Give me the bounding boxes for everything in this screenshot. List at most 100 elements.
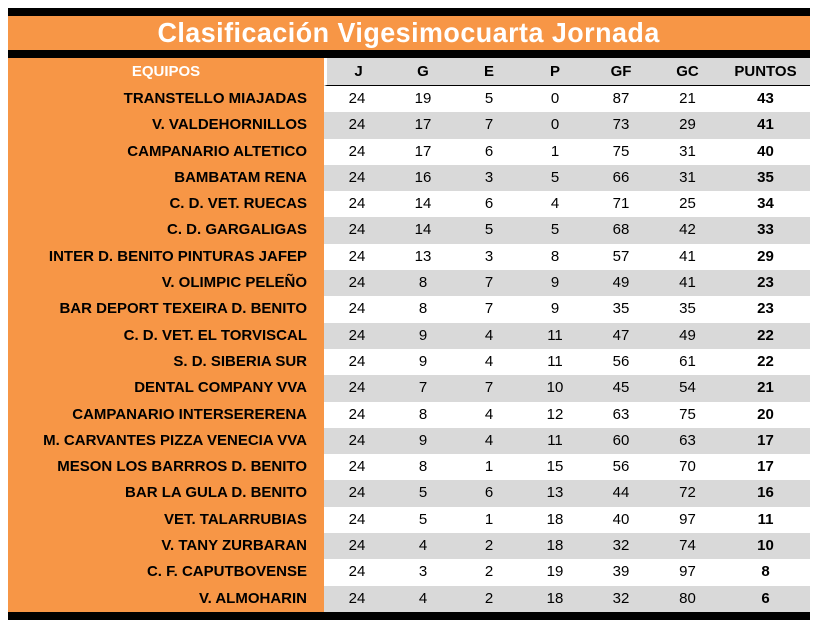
goals-against-cell: 35 [654, 296, 721, 323]
goals-against-cell: 63 [654, 427, 721, 455]
losses-cell: 15 [522, 454, 588, 481]
points-cell: 6 [721, 585, 810, 612]
played-cell: 24 [324, 164, 390, 192]
team-name-cell: BAMBATAM RENA [8, 164, 324, 192]
draws-cell: 7 [456, 112, 522, 139]
table-row: M. CARVANTES PIZZA VENECIA VVA 24 9 4 11… [8, 427, 810, 455]
team-name-cell: C. D. VET. RUECAS [8, 191, 324, 218]
draws-cell: 4 [456, 322, 522, 349]
goals-for-cell: 73 [588, 112, 654, 139]
draws-cell: 2 [456, 533, 522, 560]
played-cell: 24 [324, 533, 390, 560]
wins-cell: 13 [390, 243, 456, 271]
points-cell: 23 [721, 270, 810, 297]
wins-cell: 19 [390, 86, 456, 113]
draws-cell: 1 [456, 506, 522, 534]
table-row: C. D. GARGALIGAS 24 14 5 5 68 42 33 [8, 217, 810, 244]
played-cell: 24 [324, 559, 390, 586]
goals-against-cell: 74 [654, 533, 721, 560]
column-header-equipos: EQUIPOS [8, 58, 324, 86]
page-title: Clasificación Vigesimocuarta Jornada [157, 17, 661, 48]
goals-for-cell: 47 [588, 322, 654, 349]
team-name-cell: C. D. VET. EL TORVISCAL [8, 322, 324, 349]
table-row: V. ALMOHARIN 24 4 2 18 32 80 6 [8, 585, 810, 612]
team-name-cell: INTER D. BENITO PINTURAS JAFEP [8, 243, 324, 271]
team-name-cell: DENTAL COMPANY VVA [8, 375, 324, 402]
losses-cell: 9 [522, 270, 588, 297]
losses-cell: 5 [522, 164, 588, 192]
goals-against-cell: 25 [654, 191, 721, 218]
table-row: C. D. VET. EL TORVISCAL 24 9 4 11 47 49 … [8, 322, 810, 349]
table-row: TRANSTELLO MIAJADAS 24 19 5 0 87 21 43 [8, 86, 810, 113]
table-header-row: EQUIPOS J G E P GF GC PUNTOS [8, 58, 810, 86]
played-cell: 24 [324, 506, 390, 534]
played-cell: 24 [324, 375, 390, 402]
wins-cell: 8 [390, 454, 456, 481]
draws-cell: 4 [456, 401, 522, 428]
goals-for-cell: 35 [588, 296, 654, 323]
draws-cell: 3 [456, 243, 522, 271]
played-cell: 24 [324, 585, 390, 612]
goals-against-cell: 72 [654, 480, 721, 507]
column-header-e: E [456, 58, 522, 86]
goals-for-cell: 87 [588, 86, 654, 113]
table-row: CAMPANARIO ALTETICO 24 17 6 1 75 31 40 [8, 138, 810, 165]
draws-cell: 4 [456, 348, 522, 376]
points-cell: 35 [721, 164, 810, 192]
points-cell: 40 [721, 138, 810, 165]
wins-cell: 17 [390, 138, 456, 165]
losses-cell: 0 [522, 86, 588, 113]
losses-cell: 8 [522, 243, 588, 271]
played-cell: 24 [324, 270, 390, 297]
table-row: BAR DEPORT TEXEIRA D. BENITO 24 8 7 9 35… [8, 296, 810, 323]
team-name-cell: BAR DEPORT TEXEIRA D. BENITO [8, 296, 324, 323]
draws-cell: 2 [456, 559, 522, 586]
wins-cell: 4 [390, 533, 456, 560]
points-cell: 10 [721, 533, 810, 560]
column-header-gf: GF [588, 58, 654, 86]
goals-against-cell: 80 [654, 585, 721, 612]
goals-against-cell: 75 [654, 401, 721, 428]
team-name-cell: BAR LA GULA D. BENITO [8, 480, 324, 507]
wins-cell: 14 [390, 191, 456, 218]
wins-cell: 16 [390, 164, 456, 192]
points-cell: 11 [721, 506, 810, 534]
points-cell: 16 [721, 480, 810, 507]
goals-for-cell: 75 [588, 138, 654, 165]
standings-table: Clasificación Vigesimocuarta Jornada EQU… [8, 8, 810, 620]
played-cell: 24 [324, 138, 390, 165]
goals-against-cell: 97 [654, 506, 721, 534]
table-row: MESON LOS BARRROS D. BENITO 24 8 1 15 56… [8, 454, 810, 481]
losses-cell: 9 [522, 296, 588, 323]
points-cell: 29 [721, 243, 810, 271]
title-divider-bar [8, 50, 810, 58]
points-cell: 20 [721, 401, 810, 428]
table-row: INTER D. BENITO PINTURAS JAFEP 24 13 3 8… [8, 243, 810, 271]
table-row: S. D. SIBERIA SUR 24 9 4 11 56 61 22 [8, 348, 810, 376]
played-cell: 24 [324, 112, 390, 139]
team-name-cell: S. D. SIBERIA SUR [8, 348, 324, 376]
draws-cell: 5 [456, 217, 522, 244]
losses-cell: 5 [522, 217, 588, 244]
team-name-cell: MESON LOS BARRROS D. BENITO [8, 454, 324, 481]
points-cell: 43 [721, 86, 810, 113]
bottom-divider-bar [8, 611, 810, 620]
draws-cell: 1 [456, 454, 522, 481]
goals-against-cell: 31 [654, 164, 721, 192]
draws-cell: 6 [456, 191, 522, 218]
wins-cell: 9 [390, 322, 456, 349]
wins-cell: 7 [390, 375, 456, 402]
played-cell: 24 [324, 243, 390, 271]
table-row: BAR LA GULA D. BENITO 24 5 6 13 44 72 16 [8, 480, 810, 507]
losses-cell: 0 [522, 112, 588, 139]
draws-cell: 2 [456, 585, 522, 612]
goals-for-cell: 56 [588, 454, 654, 481]
column-header-gc: GC [654, 58, 721, 86]
goals-against-cell: 42 [654, 217, 721, 244]
wins-cell: 3 [390, 559, 456, 586]
table-body: TRANSTELLO MIAJADAS 24 19 5 0 87 21 43 V… [8, 86, 810, 612]
goals-for-cell: 68 [588, 217, 654, 244]
played-cell: 24 [324, 217, 390, 244]
losses-cell: 12 [522, 401, 588, 428]
table-row: V. TANY ZURBARAN 24 4 2 18 32 74 10 [8, 533, 810, 560]
